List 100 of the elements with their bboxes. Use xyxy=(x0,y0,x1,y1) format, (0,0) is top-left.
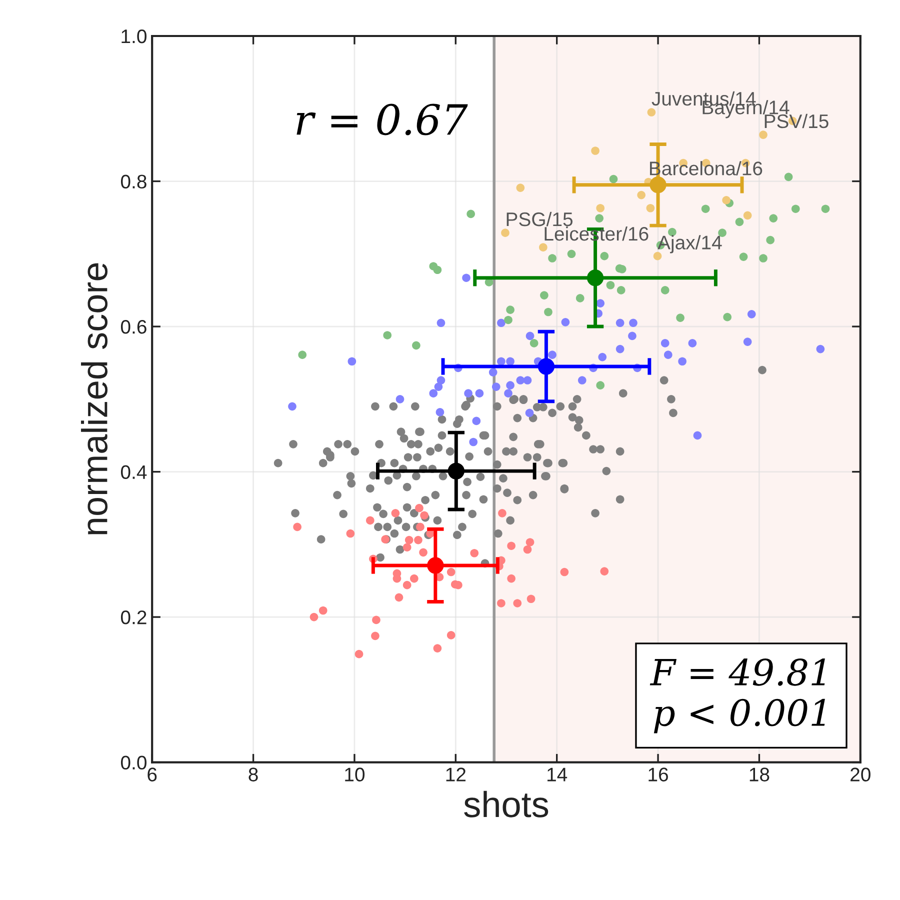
point xyxy=(576,294,584,302)
point xyxy=(310,612,318,622)
point xyxy=(402,580,412,590)
x-tick-label: 20 xyxy=(850,768,870,782)
point xyxy=(497,318,506,328)
point xyxy=(492,382,500,391)
point xyxy=(743,338,752,346)
x-tick-label: 6 xyxy=(148,768,157,782)
x-tick-label: 8 xyxy=(248,768,258,782)
point xyxy=(759,254,768,262)
point xyxy=(488,368,498,376)
point xyxy=(346,529,355,538)
point xyxy=(516,376,525,384)
y-tick-label: 0.2 xyxy=(120,610,146,624)
point xyxy=(516,184,525,192)
point xyxy=(298,350,307,360)
point xyxy=(701,204,710,214)
point xyxy=(383,331,392,340)
x-tick-label: 14 xyxy=(548,768,568,782)
point xyxy=(539,243,548,252)
point xyxy=(391,509,400,518)
x-tick-label: 10 xyxy=(345,768,365,782)
point xyxy=(497,599,506,608)
point xyxy=(595,214,604,222)
point xyxy=(688,339,697,348)
point xyxy=(402,543,412,552)
point xyxy=(616,318,624,328)
point xyxy=(464,389,472,398)
point xyxy=(591,146,600,155)
point xyxy=(472,416,481,426)
point xyxy=(462,274,470,282)
point xyxy=(416,522,424,532)
point xyxy=(506,381,514,390)
point xyxy=(288,402,296,411)
point xyxy=(372,616,380,624)
point xyxy=(404,536,414,544)
point xyxy=(816,344,825,354)
point xyxy=(548,350,556,360)
point xyxy=(678,357,686,366)
point xyxy=(598,352,607,362)
y-tick-label: 0.4 xyxy=(120,465,147,480)
point xyxy=(606,280,615,290)
point xyxy=(637,190,646,200)
annotation: Ajax/14 xyxy=(658,235,722,254)
point xyxy=(769,214,778,222)
point xyxy=(497,357,506,366)
x-tick-label: 18 xyxy=(750,768,770,782)
point xyxy=(433,644,442,652)
annotation: F = 49.81 p < 0.001 xyxy=(650,658,825,734)
point xyxy=(293,522,302,532)
point xyxy=(544,308,552,316)
point xyxy=(448,462,464,480)
point xyxy=(504,316,512,324)
point xyxy=(436,376,446,384)
point xyxy=(596,299,605,308)
point xyxy=(791,204,800,214)
point xyxy=(446,568,456,576)
point xyxy=(747,310,756,318)
point xyxy=(600,252,609,260)
point xyxy=(506,306,514,314)
y-tick-label: 0.6 xyxy=(120,320,146,334)
point xyxy=(664,350,672,360)
point xyxy=(427,557,444,574)
point xyxy=(743,211,752,220)
point xyxy=(419,548,428,557)
point xyxy=(609,174,618,184)
point xyxy=(530,339,538,348)
point xyxy=(723,312,732,322)
point xyxy=(561,318,570,326)
point xyxy=(693,431,702,440)
point xyxy=(647,108,656,116)
point xyxy=(616,286,626,294)
point xyxy=(507,574,516,583)
point xyxy=(821,204,830,214)
point xyxy=(396,394,404,404)
point xyxy=(446,631,456,640)
point xyxy=(567,250,576,258)
y-tick-label: 0.0 xyxy=(120,756,146,770)
point xyxy=(660,339,670,348)
point xyxy=(436,408,444,416)
point xyxy=(650,176,666,194)
point xyxy=(506,357,514,366)
point xyxy=(526,332,534,340)
point xyxy=(759,130,768,139)
point xyxy=(412,341,420,350)
x-tick-label: 16 xyxy=(648,768,668,782)
point xyxy=(540,291,548,300)
point xyxy=(629,318,638,328)
point xyxy=(498,509,506,518)
point xyxy=(560,568,569,576)
point xyxy=(354,650,364,658)
annotation: PSG/15 xyxy=(506,212,573,226)
x-axis-title: shots xyxy=(464,790,548,818)
y-tick-label: 0.8 xyxy=(120,174,146,188)
point xyxy=(676,314,684,322)
point xyxy=(538,358,555,375)
point xyxy=(523,376,532,384)
point xyxy=(784,172,793,182)
point xyxy=(646,204,655,212)
y-tick-label: 1.0 xyxy=(122,29,146,44)
